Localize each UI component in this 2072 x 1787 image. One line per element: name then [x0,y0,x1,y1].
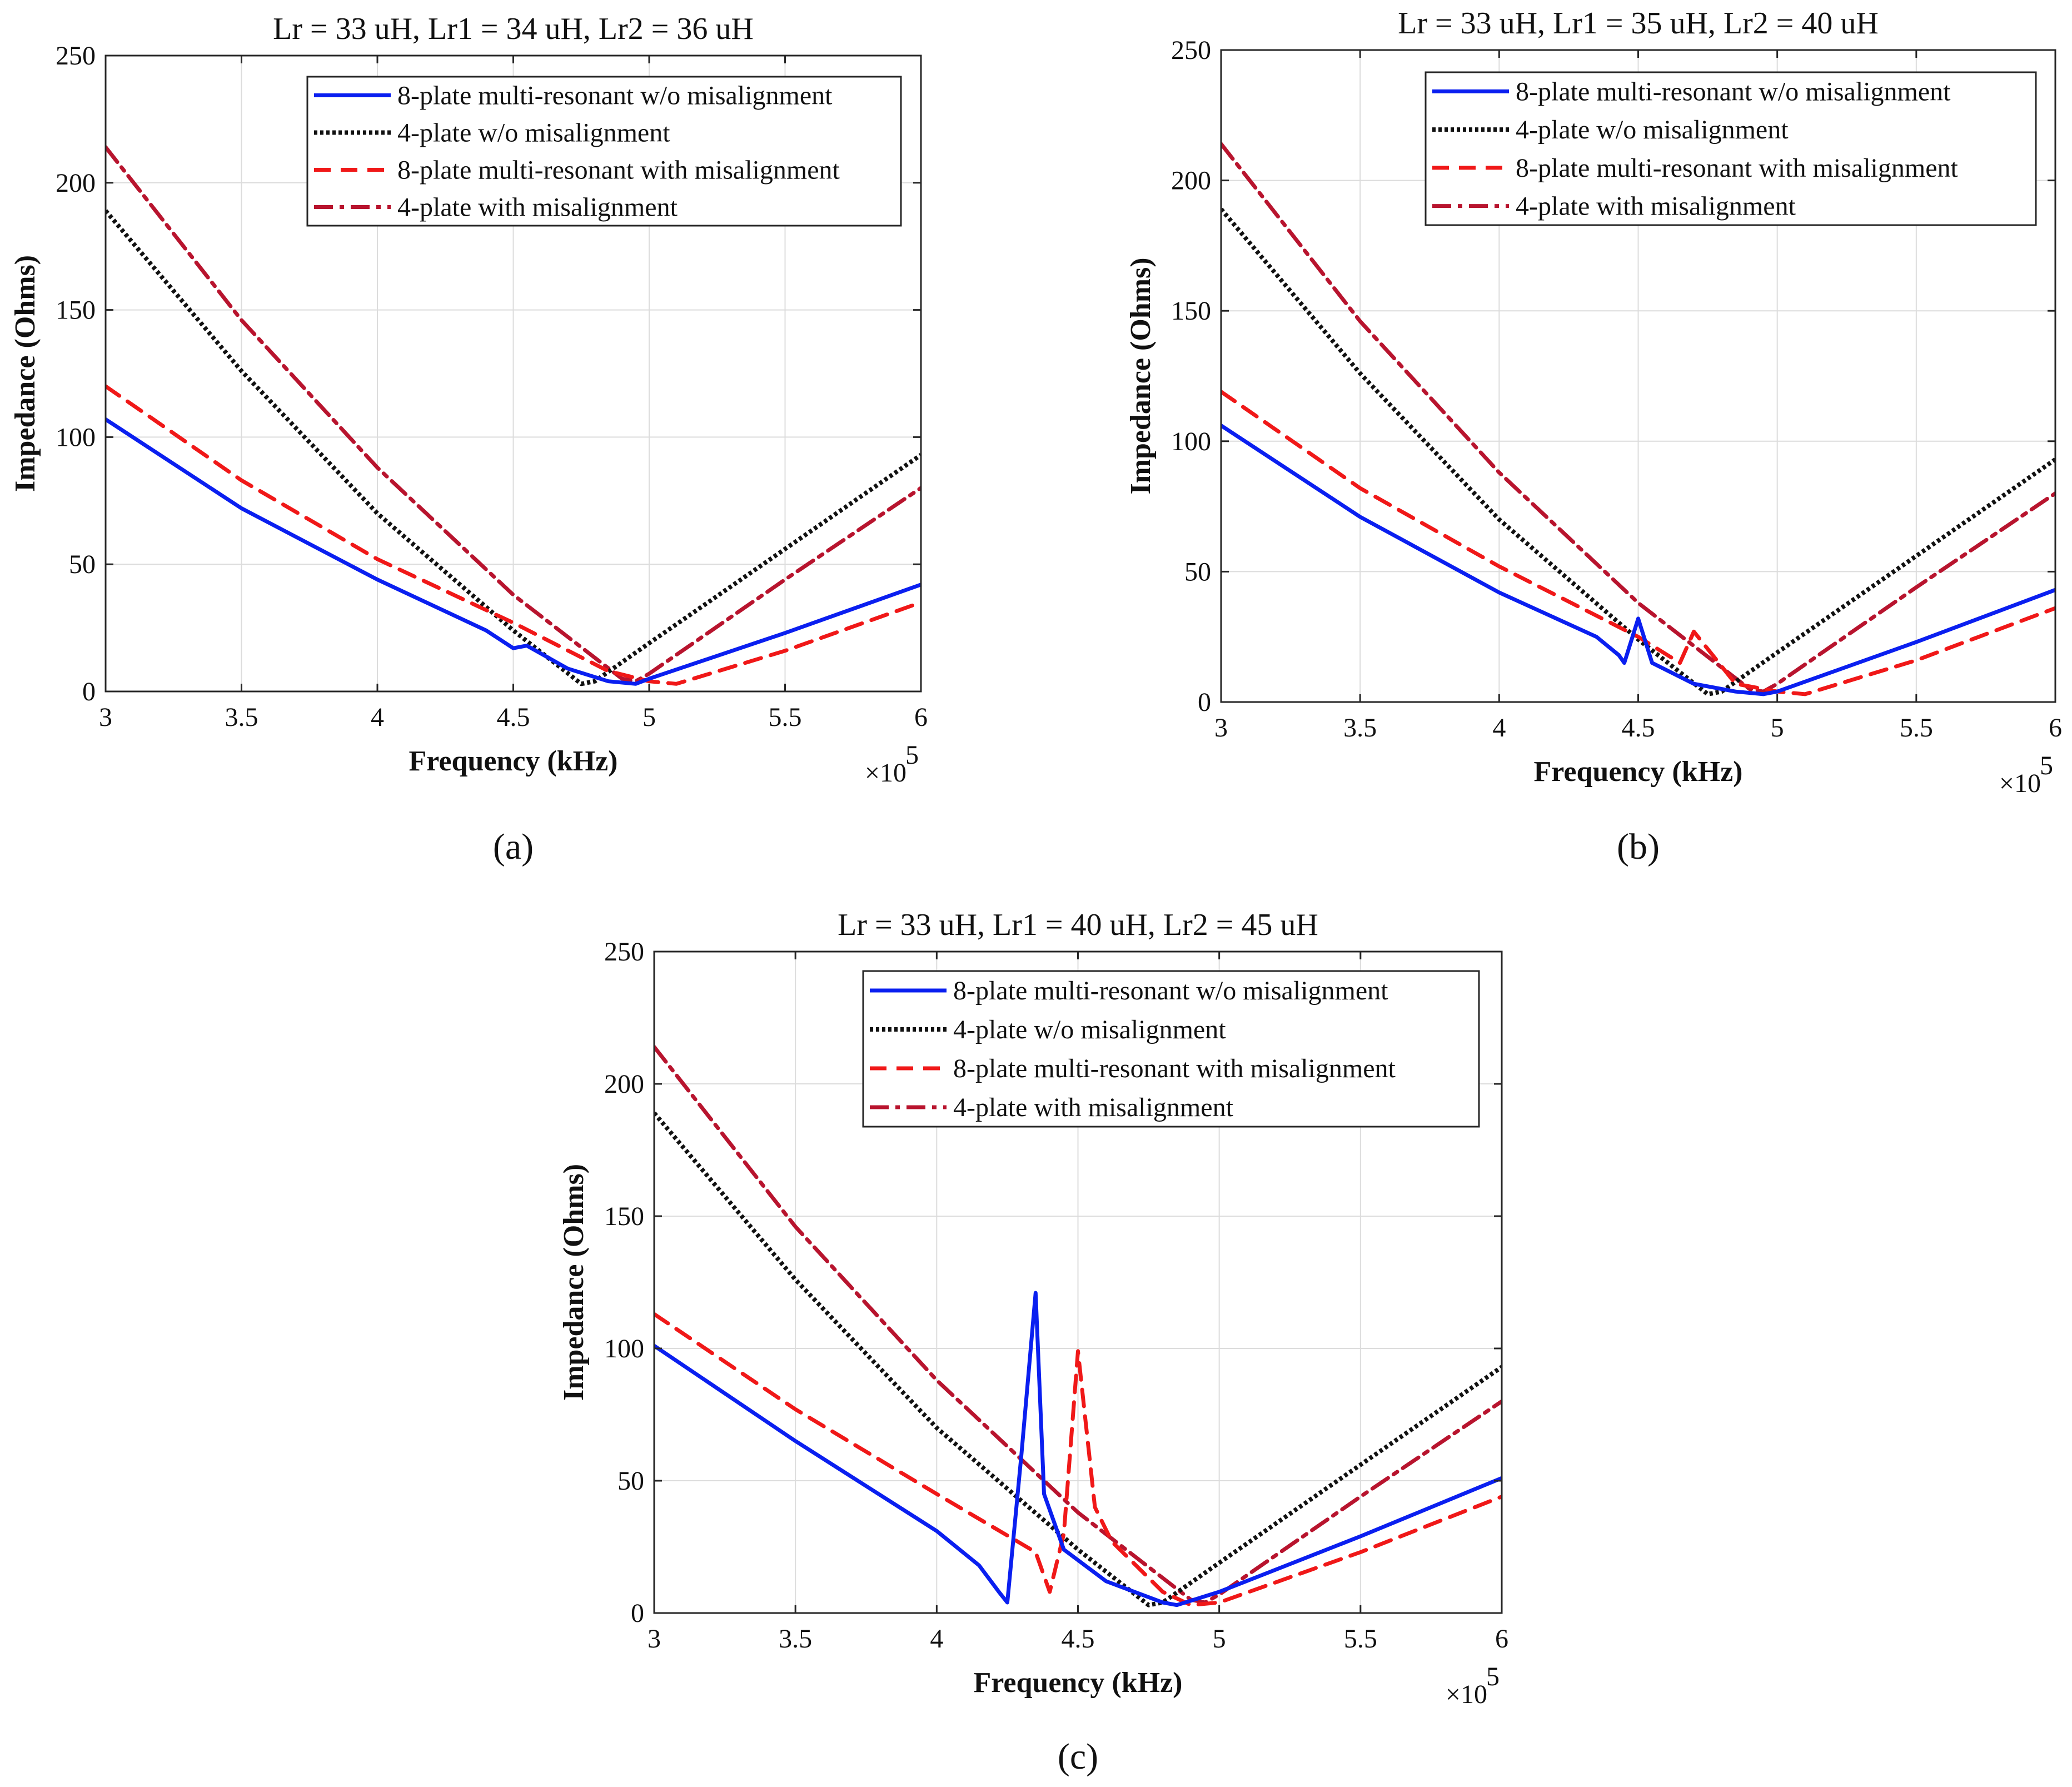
x-tick-label: 4.5 [1622,713,1655,743]
legend-box [306,76,902,227]
series-line-dotted [106,209,921,686]
x-tick-label: 6 [2049,713,2062,743]
y-tick-label: 0 [82,677,96,706]
panel-label: (b) [1617,827,1660,867]
y-tick-label: 200 [604,1069,644,1099]
panel-label: (c) [1058,1736,1098,1777]
y-axis-label: Impedance (Ohms) [558,1164,590,1401]
x-tick-label: 5.5 [769,703,802,732]
chart-panel-b: 3 3.5 4 4.5 5 5.5 6 0 50 100 150 200 250 Lr = 33 uH, … [1125,6,2062,867]
x-axis-label: Frequency (kHz) [409,745,618,777]
series-line-solid [1221,424,2055,696]
x-multiplier: ×10 [865,758,906,788]
x-tick-label: 4.5 [497,703,530,732]
x-multiplier-exponent: 5 [2040,751,2053,780]
x-tick-label: 3 [648,1624,661,1654]
x-multiplier-exponent: 5 [1486,1662,1500,1691]
y-tick-label: 50 [69,550,96,579]
x-tick-label: 4 [371,703,384,732]
x-tick-label: 5 [1213,1624,1226,1654]
legend-box [1424,71,2037,226]
chart-title: Lr = 33 uH, Lr1 = 35 uH, Lr2 = 40 uH [1398,6,1879,41]
series-line-dotted [654,1111,1502,1607]
legend: 8-plate multi-resonant w/o misalignment 4… [1424,71,2037,226]
y-tick-label: 150 [1171,296,1211,326]
legend: 8-plate multi-resonant w/o misalignment 4… [306,76,902,227]
legend-label: 8-plate multi-resonant with misalignment [397,156,840,185]
legend-label: 4-plate with misalignment [953,1093,1234,1122]
x-tick-label: 5 [1771,713,1784,743]
series-line-dotted [1221,207,2055,696]
x-axis-label: Frequency (kHz) [974,1667,1183,1699]
series-line-dashdot [106,145,921,684]
y-axis-label: Impedance (Ohms) [1125,257,1157,494]
legend-label: 8-plate multi-resonant with misalignment [1516,153,1959,183]
x-tick-label: 3 [99,703,112,732]
x-multiplier: ×10 [1999,769,2041,798]
y-tick-label: 50 [617,1466,644,1496]
legend-label: 4-plate w/o misalignment [397,118,670,148]
x-tick-label: 5 [642,703,656,732]
series-line-dashdot [1221,142,2055,694]
x-tick-label: 5.5 [1900,713,1933,743]
x-tick-label: 6 [914,703,928,732]
series-group [654,1044,1502,1607]
x-tick-label: 3.5 [225,703,258,732]
legend-label: 4-plate with misalignment [397,193,678,222]
x-tick-label: 4.5 [1062,1624,1095,1654]
legend-label: 8-plate multi-resonant w/o misalignment [397,81,833,111]
panel-label: (a) [493,827,534,867]
chart-title: Lr = 33 uH, Lr1 = 34 uH, Lr2 = 36 uH [273,12,754,46]
y-tick-label: 100 [56,422,96,452]
x-tick-label: 6 [1495,1624,1508,1654]
y-tick-label: 0 [631,1599,644,1628]
y-tick-label: 250 [1171,36,1211,65]
chart-title: Lr = 33 uH, Lr1 = 40 uH, Lr2 = 45 uH [838,908,1318,942]
x-tick-label: 5.5 [1344,1624,1377,1654]
y-tick-label: 250 [56,41,96,71]
series-line-dashed [106,384,921,686]
legend-label: 4-plate with misalignment [1516,192,1796,221]
x-axis-label: Frequency (kHz) [1534,756,1743,788]
y-tick-label: 200 [56,168,96,198]
legend-label: 4-plate w/o misalignment [953,1015,1226,1044]
x-tick-label: 3.5 [1343,713,1377,743]
series-group [106,145,921,686]
y-tick-label: 200 [1171,166,1211,196]
x-tick-label: 3.5 [779,1624,812,1654]
y-tick-label: 50 [1184,557,1211,586]
legend-label: 4-plate w/o misalignment [1516,115,1789,145]
y-tick-label: 100 [1171,427,1211,456]
series-group [1221,142,2055,696]
x-multiplier-exponent: 5 [905,740,919,770]
x-tick-label: 3 [1214,713,1228,743]
y-tick-label: 150 [604,1202,644,1231]
chart-panel-a: 3 3.5 4 4.5 5 5.5 6 0 50 100 150 200 250 Lr = 33 uH, … [9,12,928,867]
series-line-solid [654,1291,1502,1607]
series-line-dashed [654,1312,1502,1607]
x-tick-label: 4 [930,1624,943,1654]
legend-label: 8-plate multi-resonant w/o misalignment [1516,77,1951,106]
series-line-dashed [1221,390,2055,696]
legend: 8-plate multi-resonant w/o misalignment 4… [862,970,1480,1128]
y-axis-label: Impedance (Ohms) [9,255,41,492]
y-tick-label: 150 [56,296,96,325]
x-tick-label: 4 [1492,713,1506,743]
y-tick-label: 0 [1198,688,1211,717]
legend-box [862,970,1480,1128]
legend-label: 8-plate multi-resonant w/o misalignment [953,976,1388,1006]
legend-label: 8-plate multi-resonant with misalignment [953,1054,1396,1083]
y-tick-label: 100 [604,1334,644,1363]
series-line-solid [106,417,921,686]
y-tick-label: 250 [604,937,644,967]
x-multiplier: ×10 [1446,1680,1487,1709]
chart-panel-c: 3 3.5 4 4.5 5 5.5 6 0 50 100 150 200 250 Lr = 33 uH, … [558,908,1508,1777]
